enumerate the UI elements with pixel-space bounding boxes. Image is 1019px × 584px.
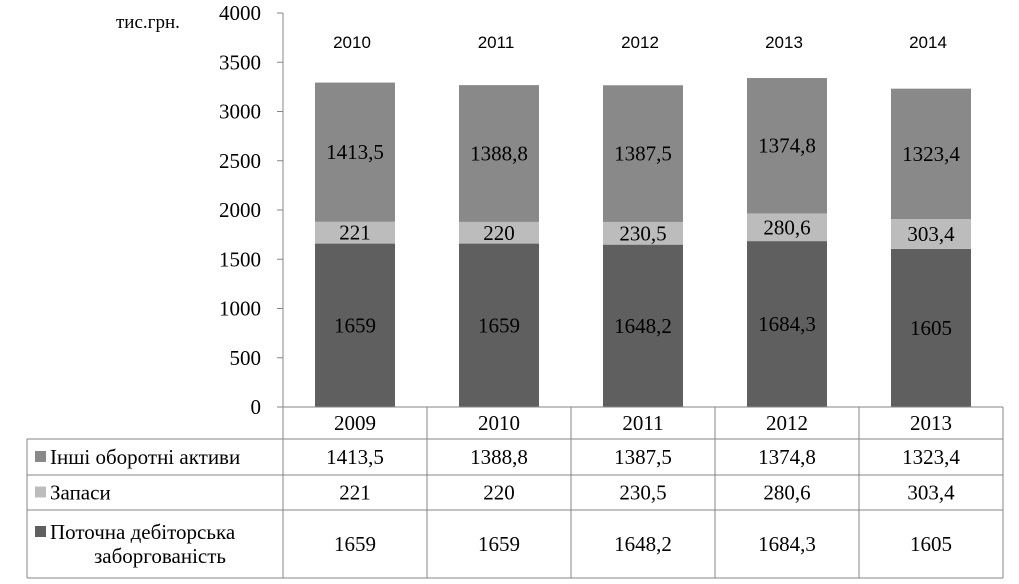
legend-swatch bbox=[35, 451, 46, 462]
bar-data-label: 303,4 bbox=[907, 222, 955, 246]
top-labels: 2010 2011 2012 2013 2014 bbox=[333, 33, 947, 52]
bar-segment bbox=[747, 78, 827, 214]
legend-swatch bbox=[35, 486, 46, 498]
y-axis: 0 500 1000 1500 2000 2500 3000 3500 4000 bbox=[219, 1, 284, 419]
legend-label: Інші оборотні активи bbox=[50, 445, 240, 469]
table-value: 1659 bbox=[478, 532, 520, 556]
bar-data-label: 221 bbox=[339, 221, 371, 245]
table-value: 1605 bbox=[910, 532, 952, 556]
bar-segment bbox=[891, 88, 971, 220]
bar-segment bbox=[603, 244, 683, 407]
bar-segment bbox=[891, 248, 971, 407]
table-value: 1659 bbox=[334, 532, 376, 556]
bar-segment bbox=[315, 221, 395, 244]
y-tick-label: 3000 bbox=[219, 100, 261, 124]
y-tick-label: 1000 bbox=[219, 297, 261, 321]
table-value: 220 bbox=[483, 481, 515, 505]
table-value: 303,4 bbox=[907, 481, 955, 505]
table-value: 1413,5 bbox=[326, 445, 384, 469]
bar-data-label: 1648,2 bbox=[614, 314, 672, 338]
bar-data-label: 1413,5 bbox=[326, 140, 384, 164]
bar-data-label: 1323,4 bbox=[902, 142, 960, 166]
y-tick-label: 2500 bbox=[219, 149, 261, 173]
unit-label: тис.грн. bbox=[116, 12, 180, 33]
top-year-label: 2010 bbox=[333, 33, 371, 52]
y-tick-label: 0 bbox=[251, 395, 262, 419]
bar-data-label: 230,5 bbox=[619, 221, 666, 245]
bar-segment bbox=[747, 241, 827, 407]
bar-data-label: 1659 bbox=[334, 313, 376, 337]
category-label: 2010 bbox=[478, 411, 520, 435]
bar-segment bbox=[603, 221, 683, 245]
data-table: 2009 2010 2011 2012 2013 Інші оборотні активи… bbox=[26, 406, 1004, 579]
category-label: 2012 bbox=[766, 411, 808, 435]
legend-swatch bbox=[35, 526, 46, 537]
bar-data-label: 1605 bbox=[910, 316, 952, 340]
top-year-label: 2012 bbox=[621, 33, 659, 52]
top-year-label: 2011 bbox=[478, 33, 515, 52]
top-year-label: 2014 bbox=[909, 33, 947, 52]
bar-segment bbox=[459, 221, 539, 244]
table-value: 1684,3 bbox=[758, 532, 816, 556]
legend-label: Запаси bbox=[50, 481, 111, 505]
category-label: 2013 bbox=[910, 411, 952, 435]
bar-data-label: 1374,8 bbox=[758, 134, 816, 158]
bar-segment bbox=[315, 243, 395, 407]
table-value: 1374,8 bbox=[758, 445, 816, 469]
bar-data-label: 1659 bbox=[478, 313, 520, 337]
bar-data-label: 1388,8 bbox=[470, 142, 528, 166]
y-tick-label: 500 bbox=[230, 346, 262, 370]
y-tick-label: 4000 bbox=[219, 1, 261, 25]
legend-label: заборгованість bbox=[94, 544, 226, 568]
bar-segment bbox=[891, 219, 971, 249]
table-value: 280,6 bbox=[763, 481, 810, 505]
bar-segment bbox=[315, 82, 395, 222]
y-tick-label: 2000 bbox=[219, 198, 261, 222]
bars: 1659 221 1413,5 1659 220 1388,8 1648,2 230,5 138… bbox=[315, 78, 971, 407]
bar-segment bbox=[747, 213, 827, 242]
bar-data-label: 1684,3 bbox=[758, 312, 816, 336]
table-value: 221 bbox=[339, 481, 371, 505]
bar-segment bbox=[459, 243, 539, 407]
table-value: 230,5 bbox=[619, 481, 666, 505]
table-value: 1323,4 bbox=[902, 445, 960, 469]
bar-data-label: 280,6 bbox=[763, 215, 810, 239]
table-value: 1387,5 bbox=[614, 445, 672, 469]
bar-data-label: 1387,5 bbox=[614, 142, 672, 166]
category-label: 2011 bbox=[622, 411, 663, 435]
bar-segment bbox=[603, 85, 683, 222]
table-value: 1648,2 bbox=[614, 532, 672, 556]
legend-label: Поточна дебіторська bbox=[50, 520, 236, 544]
table-value: 1388,8 bbox=[470, 445, 528, 469]
top-year-label: 2013 bbox=[765, 33, 803, 52]
category-label: 2009 bbox=[334, 411, 376, 435]
y-tick-label: 1500 bbox=[219, 247, 261, 271]
bar-segment bbox=[459, 85, 539, 222]
bar-data-label: 220 bbox=[483, 221, 515, 245]
y-tick-label: 3500 bbox=[219, 50, 261, 74]
